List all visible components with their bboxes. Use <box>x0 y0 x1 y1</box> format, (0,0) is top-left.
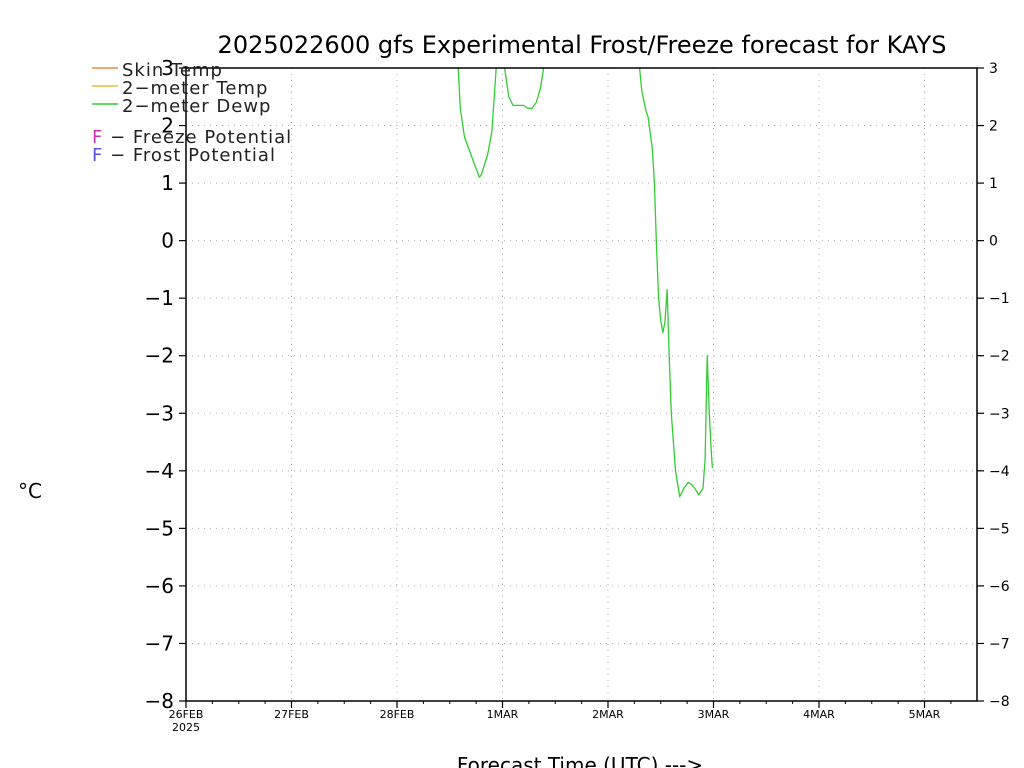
y-tick-label: −2 <box>145 344 174 368</box>
legend-entry-label: Skin Temp <box>122 60 223 81</box>
dewpoint-line-segment <box>457 67 497 178</box>
grid-lines <box>186 68 977 701</box>
y-tick-label-right: −2 <box>989 349 1010 365</box>
y-tick-label-right: −5 <box>989 521 1010 537</box>
y-tick-label: −6 <box>145 574 174 598</box>
y-tick-label-right: 3 <box>989 61 998 77</box>
y-tick-label: −5 <box>145 516 174 540</box>
potential-letter: F <box>92 127 103 148</box>
y-tick-label: −7 <box>145 631 174 655</box>
x-tick-label: 27FEB <box>274 708 309 721</box>
potential-legend-entry: F − Frost Potential <box>92 145 276 166</box>
y-tick-label: 0 <box>161 229 174 253</box>
data-series <box>457 67 714 498</box>
x-tick-label: 1MAR <box>487 708 519 721</box>
y-tick-label-right: −1 <box>989 291 1010 307</box>
x-axis-label: Forecast Time (UTC) ---> <box>457 753 703 768</box>
y-tick-label-right: 0 <box>989 234 998 250</box>
axis-ticks: −8 −8 −7 −7 −6 −6 −5 −5 −4 −4 −3 −3 −2 −2 −1 −1 0 0 1 1 2 2 3 3… <box>145 56 1010 734</box>
potential-letter: F <box>92 145 103 166</box>
x-tick-label: 4MAR <box>803 708 835 721</box>
dewpoint-line-segment <box>503 67 545 109</box>
x-tick-label: 28FEB <box>380 708 415 721</box>
y-tick-label: 1 <box>161 171 174 195</box>
y-tick-label-right: −7 <box>989 636 1010 652</box>
y-tick-label-right: 2 <box>989 119 998 135</box>
x-tick-label: 2MAR <box>592 708 624 721</box>
x-tick-label: 5MAR <box>909 708 941 721</box>
chart-title: 2025022600 gfs Experimental Frost/Freeze… <box>218 31 947 59</box>
x-tick-sublabel: 2025 <box>172 721 200 734</box>
y-tick-label-right: −8 <box>989 694 1010 710</box>
potential-description: − Freeze Potential <box>103 127 292 148</box>
potential-legend-entry: F − Freeze Potential <box>92 127 292 148</box>
x-tick-label: 26FEB <box>169 708 204 721</box>
y-tick-label-right: 1 <box>989 176 998 192</box>
legend-entry-label: 2−meter Dewp <box>122 96 271 117</box>
y-tick-label: −1 <box>145 286 174 310</box>
y-tick-label-right: −6 <box>989 579 1010 595</box>
y-tick-label: −3 <box>145 401 174 425</box>
plot-frame <box>185 67 978 702</box>
y-axis-label: °C <box>18 479 42 503</box>
y-tick-label: 2 <box>161 114 174 138</box>
y-tick-label: −4 <box>145 459 174 483</box>
y-tick-label: 3 <box>161 56 174 80</box>
dewpoint-line-segment <box>638 67 714 498</box>
y-tick-label: −8 <box>145 689 174 713</box>
legend-entry-label: 2−meter Temp <box>122 78 268 99</box>
x-tick-label: 3MAR <box>698 708 730 721</box>
y-tick-label-right: −3 <box>989 406 1010 422</box>
y-tick-label-right: −4 <box>989 464 1010 480</box>
potential-description: − Frost Potential <box>103 145 276 166</box>
